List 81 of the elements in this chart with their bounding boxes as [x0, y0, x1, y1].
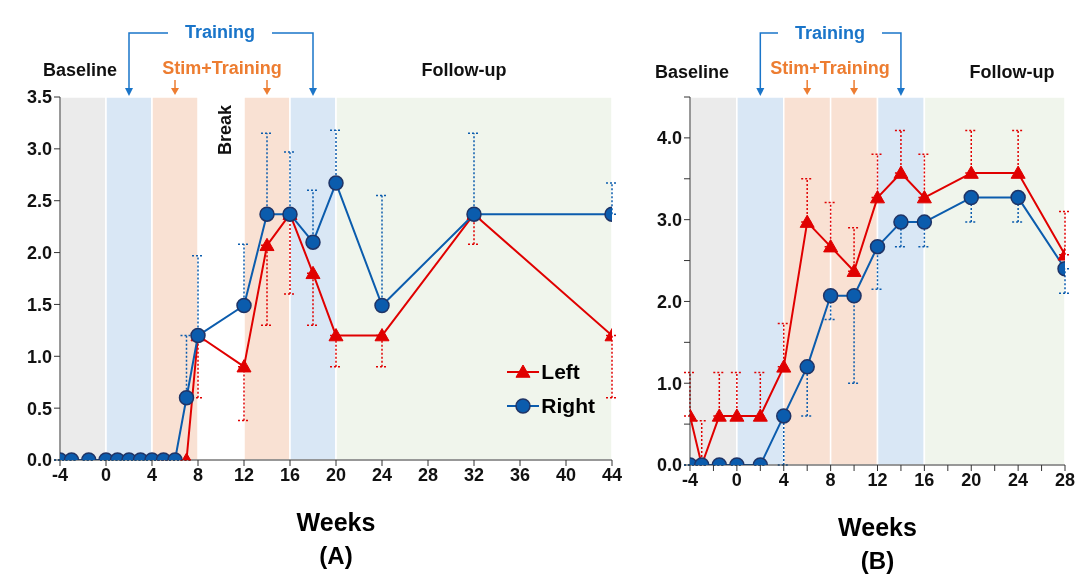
x-tick-label: 8 [192, 464, 204, 485]
y-tick-label: 4.0 [656, 128, 682, 149]
text: Follow-up [969, 61, 1055, 83]
point [328, 175, 344, 191]
point [776, 408, 792, 424]
point [305, 234, 321, 250]
point [236, 297, 252, 314]
y-tick-label: 1.5 [26, 294, 52, 315]
y-tick-label: 0.0 [656, 455, 682, 476]
x-tick-label: 12 [233, 464, 255, 485]
x-tick-label: 0 [100, 464, 112, 485]
point [374, 328, 390, 342]
text: Baseline [42, 59, 118, 81]
point [822, 287, 839, 304]
x-tick-label: 4 [146, 464, 158, 485]
y-tick-label: 1.0 [26, 346, 52, 367]
y-tick-label: 0.0 [26, 450, 52, 471]
x-tick-label: 24 [1008, 469, 1029, 490]
point [259, 237, 275, 252]
y-tick-label: 0.5 [26, 398, 52, 419]
point [963, 165, 979, 179]
point [236, 359, 252, 373]
text: Stim+Training [162, 57, 282, 79]
point [776, 359, 792, 373]
x-tick-label: 8 [825, 469, 836, 490]
point [869, 238, 886, 255]
x-tick-label: -4 [681, 469, 699, 490]
point [799, 214, 815, 228]
x-tick-label: -4 [51, 464, 69, 485]
text: Stim+Training [770, 57, 890, 79]
point [305, 265, 321, 280]
y-tick-label: 2.0 [26, 242, 52, 263]
point [729, 408, 745, 422]
point [916, 214, 933, 230]
point [893, 165, 909, 179]
y-tick-label: 2.5 [26, 191, 52, 212]
x-tick-label: 44 [601, 464, 623, 485]
point [963, 189, 979, 206]
point [823, 239, 839, 253]
x-tick-label: 20 [325, 464, 347, 485]
y-tick-label: 3.0 [656, 210, 682, 231]
text: (A) [318, 542, 354, 570]
y-tick-label: 3.5 [26, 87, 52, 108]
y-tick-label: 3.0 [26, 139, 52, 160]
point [711, 408, 727, 422]
point [328, 328, 344, 342]
x-tick-label: 20 [961, 469, 982, 490]
x-tick-label: 24 [371, 464, 393, 485]
x-tick-label: 40 [555, 464, 577, 485]
point [846, 287, 862, 304]
text: Baseline [654, 61, 730, 83]
x-tick-label: 28 [1054, 469, 1076, 490]
point [752, 408, 768, 422]
point [799, 359, 815, 375]
point [916, 190, 932, 204]
x-tick-label: 36 [509, 464, 531, 485]
point [846, 263, 862, 277]
annotation: Break [214, 104, 236, 156]
point [374, 297, 390, 314]
x-tick-label: 16 [914, 469, 935, 490]
legend-label: Left [541, 360, 580, 384]
x-tick-label: 16 [279, 464, 301, 485]
x-tick-label: 12 [867, 469, 888, 490]
point [1010, 189, 1026, 206]
x-tick-label: 0 [731, 469, 742, 490]
text: Follow-up [421, 59, 507, 81]
point [1010, 165, 1026, 179]
x-tick-label: 28 [417, 464, 439, 485]
x-axis-title: Weeks [295, 508, 377, 537]
y-tick-label: 1.0 [656, 373, 682, 394]
point [259, 206, 275, 222]
text: Training [184, 21, 256, 43]
x-axis-title: Weeks [837, 513, 918, 542]
text: (B) [859, 547, 896, 575]
x-tick-label: 4 [778, 469, 789, 490]
point [893, 214, 909, 230]
y-tick-label: 2.0 [656, 291, 682, 312]
x-tick-label: 32 [463, 464, 485, 485]
point [870, 190, 885, 204]
text: Training [794, 22, 866, 44]
legend-label: Right [541, 394, 595, 418]
